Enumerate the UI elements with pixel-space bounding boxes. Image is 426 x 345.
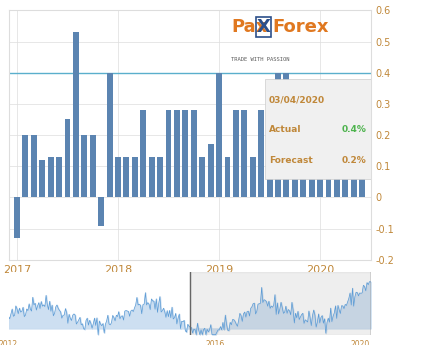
Bar	[124, 157, 130, 197]
Bar	[216, 73, 222, 197]
Bar	[242, 110, 247, 197]
Bar	[309, 135, 315, 197]
Bar	[132, 157, 138, 197]
Bar	[334, 157, 340, 197]
Bar	[208, 145, 213, 197]
Bar	[174, 110, 180, 197]
Bar	[115, 157, 121, 197]
Text: Actual: Actual	[269, 125, 301, 134]
Bar	[48, 157, 54, 197]
Bar	[199, 157, 205, 197]
Bar	[190, 272, 371, 335]
Bar	[275, 73, 281, 197]
Bar	[106, 73, 112, 197]
Bar	[73, 32, 79, 197]
Bar	[283, 73, 289, 197]
Bar	[343, 157, 348, 197]
Bar	[64, 119, 70, 197]
Text: 0.2%: 0.2%	[341, 156, 366, 165]
Text: TRADE WITH PASSION: TRADE WITH PASSION	[231, 57, 290, 61]
Text: Forex: Forex	[272, 18, 328, 36]
Bar	[14, 197, 20, 238]
Bar	[39, 160, 45, 197]
Bar	[300, 157, 306, 197]
Bar	[225, 157, 230, 197]
Bar	[359, 157, 365, 197]
Bar	[233, 110, 239, 197]
Bar	[292, 135, 298, 197]
FancyBboxPatch shape	[265, 79, 371, 179]
Bar	[191, 110, 197, 197]
Bar	[166, 110, 171, 197]
Bar	[317, 157, 323, 197]
Text: Pax: Pax	[231, 18, 268, 36]
Bar	[149, 157, 155, 197]
Bar	[267, 110, 273, 197]
Bar	[56, 157, 62, 197]
Text: Forecast: Forecast	[269, 156, 313, 165]
Bar	[140, 110, 146, 197]
Bar	[31, 135, 37, 197]
Text: 0.4%: 0.4%	[341, 125, 366, 134]
Bar	[325, 157, 331, 197]
Text: 03/04/2020: 03/04/2020	[269, 95, 325, 104]
Bar	[157, 157, 163, 197]
Bar	[90, 135, 96, 197]
Bar	[258, 110, 264, 197]
Bar	[351, 157, 357, 197]
Bar	[250, 157, 256, 197]
Text: X: X	[256, 18, 271, 36]
Bar	[23, 135, 28, 197]
Bar	[81, 135, 87, 197]
Bar	[182, 110, 188, 197]
Bar	[98, 197, 104, 226]
